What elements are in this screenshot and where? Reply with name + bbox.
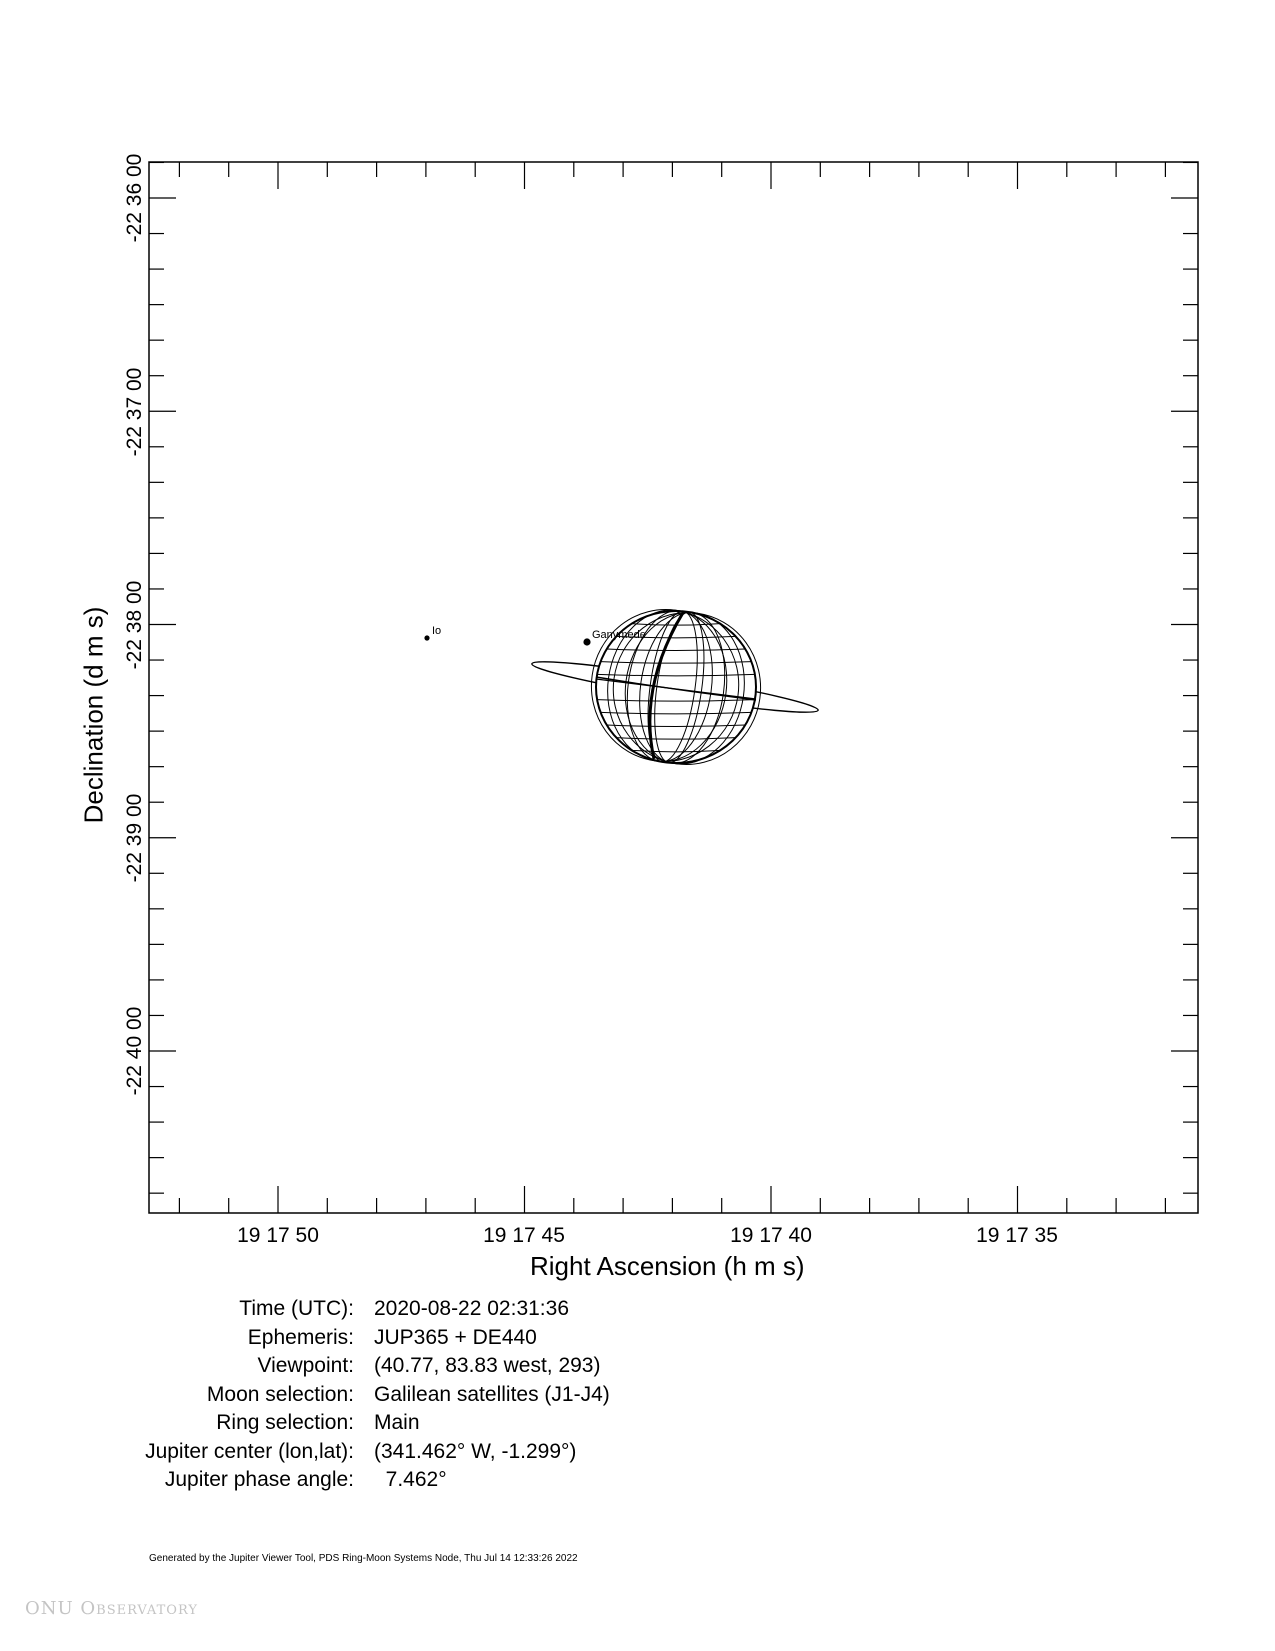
info-value: (341.462° W, -1.299°) — [374, 1439, 577, 1463]
info-value: (40.77, 83.83 west, 293) — [374, 1354, 601, 1377]
moon-ganymede-label: Ganymede — [592, 629, 646, 641]
jupiter-globe — [590, 609, 762, 765]
info-label: Jupiter phase angle: — [164, 1468, 354, 1491]
info-row-jupiter-center: Jupiter center (lon,lat): (341.462° W, -… — [0, 1438, 900, 1467]
x-tick-label: 19 17 35 — [976, 1224, 1058, 1247]
info-label: Viewpoint: — [257, 1354, 354, 1377]
info-value: 7.462° — [374, 1468, 447, 1491]
plot-frame — [148, 161, 1199, 1214]
axis-ticks — [149, 161, 1198, 1213]
info-label: Jupiter center (lon,lat): — [145, 1439, 354, 1463]
info-label: Ring selection: — [216, 1411, 354, 1434]
info-row-ephemeris: Ephemeris: JUP365 + DE440 — [0, 1324, 900, 1353]
jupiter-lat-lon-grid — [590, 609, 762, 765]
longitude-line — [612, 612, 762, 765]
x-tick-label: 19 17 40 — [730, 1224, 812, 1247]
latitude-line — [597, 699, 755, 702]
info-panel: Time (UTC): 2020-08-22 02:31:36 Ephemeri… — [0, 1295, 900, 1495]
info-row-time: Time (UTC): 2020-08-22 02:31:36 — [0, 1295, 900, 1324]
moon-io-marker — [424, 635, 430, 641]
y-tick-label: -22 37 00 — [123, 367, 146, 457]
info-label: Moon selection: — [206, 1382, 354, 1406]
moons-layer: Io Ganymede — [424, 625, 646, 646]
y-axis-title: Declination (d m s) — [78, 606, 109, 824]
moon-io-label: Io — [432, 625, 441, 637]
x-tick-label: 19 17 50 — [237, 1224, 319, 1247]
latitude-line — [597, 673, 755, 677]
info-row-ring-selection: Ring selection: Main — [0, 1409, 900, 1438]
ring-front-arc — [595, 676, 757, 701]
info-label: Time (UTC): — [239, 1297, 354, 1320]
info-row-phase-angle: Jupiter phase angle: 7.462° — [0, 1466, 900, 1495]
info-row-viewpoint: Viewpoint: (40.77, 83.83 west, 293) — [0, 1352, 900, 1381]
longitude-line — [626, 610, 713, 763]
x-axis-title: Right Ascension (h m s) — [530, 1251, 805, 1281]
info-row-moon-selection: Moon selection: Galilean satellites (J1-… — [0, 1381, 900, 1410]
y-tick-label: -22 39 00 — [123, 793, 146, 883]
latitude-line — [616, 635, 736, 639]
info-value: 2020-08-22 02:31:36 — [374, 1297, 569, 1320]
info-value: JUP365 + DE440 — [374, 1325, 537, 1349]
info-value: Galilean satellites (J1-J4) — [374, 1382, 610, 1406]
generator-footer: Generated by the Jupiter Viewer Tool, PD… — [149, 1553, 578, 1564]
y-tick-label: -22 38 00 — [123, 580, 146, 670]
y-tick-label: -22 40 00 — [123, 1006, 146, 1096]
x-tick-label: 19 17 45 — [483, 1224, 565, 1247]
observatory-watermark: ONU Observatory — [25, 1598, 198, 1619]
info-label: Ephemeris: — [247, 1325, 354, 1349]
y-tick-label: -22 36 00 — [123, 153, 146, 243]
latitude-line — [616, 737, 736, 740]
info-value: Main — [374, 1411, 420, 1434]
moon-ganymede-marker — [583, 638, 591, 646]
